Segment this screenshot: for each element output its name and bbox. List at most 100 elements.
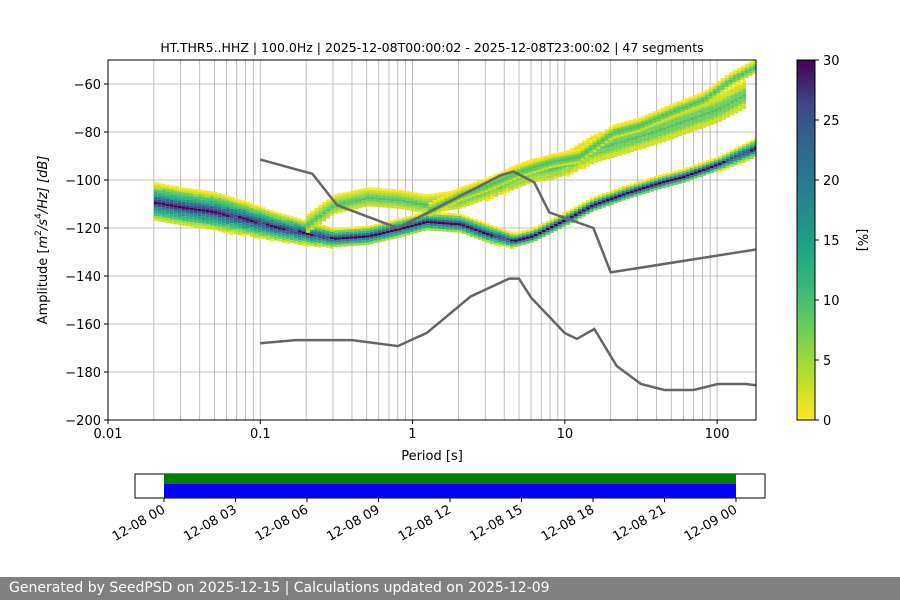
heat-cell (245, 220, 250, 224)
heat-cell (477, 237, 482, 240)
heat-cell (161, 183, 166, 187)
heat-cell (628, 122, 633, 125)
heat-cell (700, 103, 705, 107)
heat-cell (578, 145, 583, 148)
heat-cell (386, 198, 391, 201)
heat-cell (705, 169, 710, 173)
heat-cell (574, 147, 579, 151)
heat-cell (421, 223, 426, 227)
heat-cell (680, 106, 685, 110)
heat-cell (330, 201, 335, 204)
heat-cell (706, 119, 711, 122)
heat-cell (532, 158, 537, 162)
heat-cell (418, 198, 423, 201)
heat-cell (510, 183, 515, 186)
heat-cell (241, 234, 246, 237)
heat-cell (589, 204, 594, 208)
heat-cell (393, 224, 398, 227)
heat-cell (497, 227, 502, 231)
heat-cell (676, 105, 681, 109)
heat-cell (357, 235, 362, 239)
heat-cell (362, 200, 367, 203)
heat-cell (661, 178, 666, 181)
heat-cell (377, 235, 382, 238)
heat-cell (730, 93, 735, 97)
heat-cell (237, 204, 242, 207)
heat-cell (722, 110, 727, 113)
heat-cell (357, 233, 362, 236)
heat-cell (197, 208, 202, 212)
heat-cell (513, 239, 518, 242)
heat-cell (341, 236, 346, 240)
heat-cell (568, 155, 573, 158)
heat-cell (269, 239, 274, 242)
heat-cell (645, 185, 650, 189)
heat-cell (433, 216, 438, 220)
availability-tick-label: 12-08 09 (324, 502, 382, 544)
heat-cell (658, 141, 663, 144)
heat-cell (425, 228, 430, 231)
heat-cell (474, 198, 479, 201)
heat-cell (341, 227, 346, 230)
heat-cell (429, 223, 434, 226)
heat-cell (418, 202, 423, 206)
heat-cell (469, 220, 474, 223)
heat-cell (429, 216, 434, 219)
heat-cell (708, 86, 713, 90)
heat-cell (289, 216, 294, 219)
heat-cell (310, 225, 315, 228)
heat-cell (334, 198, 339, 202)
heat-cell (742, 92, 747, 95)
heat-cell (622, 137, 627, 141)
heat-cell (325, 226, 330, 229)
heat-cell (721, 156, 726, 159)
heat-cell (581, 204, 586, 207)
heat-cell (457, 223, 462, 226)
heat-cell (161, 207, 166, 211)
heat-cell (346, 193, 351, 197)
heat-cell (688, 98, 693, 102)
heat-cell (389, 229, 394, 233)
heat-cell (493, 243, 498, 246)
heat-cell (694, 108, 699, 112)
heat-cell (229, 215, 234, 219)
heat-cell (512, 177, 517, 181)
heat-cell (436, 207, 441, 211)
heat-cell (616, 123, 621, 126)
heat-cell (189, 200, 194, 203)
heat-cell (169, 199, 174, 203)
heat-cell (177, 201, 182, 204)
heat-cell (584, 143, 589, 146)
heat-cell (225, 205, 230, 208)
heat-cell (453, 218, 458, 221)
heat-cell (742, 82, 747, 85)
heat-cell (690, 129, 695, 132)
heat-cell (464, 196, 469, 200)
heat-cell (517, 231, 522, 234)
heat-cell (681, 175, 686, 179)
heat-cell (253, 223, 258, 227)
heat-cell (618, 143, 623, 147)
heat-cell (670, 122, 675, 125)
heat-cell (698, 119, 703, 122)
heat-cell (562, 168, 567, 172)
heat-cell (201, 202, 206, 205)
heat-cell (476, 192, 481, 196)
heat-cell (532, 166, 537, 169)
heat-cell (489, 229, 494, 233)
heat-cell (345, 227, 350, 230)
heat-cell (390, 191, 395, 194)
heat-cell (702, 113, 707, 116)
heat-cell (414, 204, 419, 207)
heat-cell (325, 245, 330, 248)
heat-cell (193, 191, 198, 194)
heat-cell (273, 216, 278, 219)
heat-cell (626, 146, 631, 149)
heat-cell (736, 72, 741, 76)
heat-cell (161, 205, 166, 208)
heat-cell (193, 217, 198, 221)
heat-cell (205, 226, 210, 230)
heat-cell (545, 220, 550, 224)
heat-cell (696, 98, 701, 101)
